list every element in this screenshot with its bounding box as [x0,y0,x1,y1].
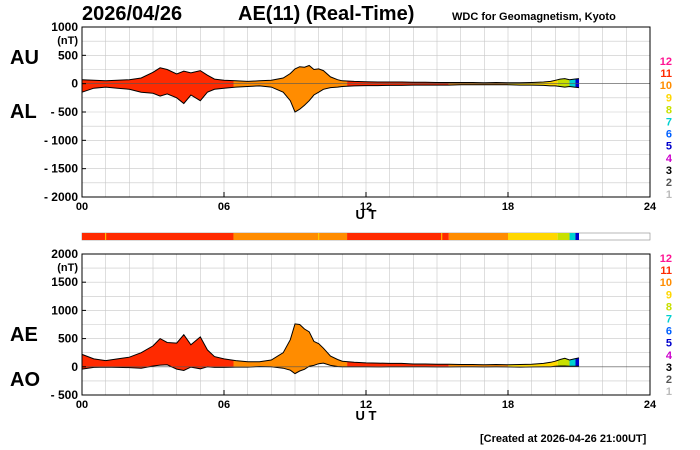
station-bar-segment [448,233,508,240]
station-legend-item: 9 [666,92,672,104]
station-color-bar [81,232,651,241]
x-tick-label: 00 [76,399,88,411]
x-tick-label: 00 [76,201,88,213]
y-tick-label: - 500 [51,105,79,119]
area-fill-segment [557,358,570,367]
station-legend-item: 12 [660,253,672,265]
x-axis-label: U T [356,408,377,423]
station-legend-item: 1 [666,386,672,398]
y-tick-label: 2000 [51,247,78,261]
area-fill-segment [82,334,234,371]
station-legend-item: 3 [666,362,672,374]
y-axis-unit: (nT) [57,262,78,274]
y-tick-label: 1500 [51,275,78,289]
x-tick-label: 06 [218,399,230,411]
created-timestamp: [Created at 2026-04-26 21:00UT] [480,433,647,445]
station-bar-segment [569,233,576,240]
station-legend-item: 10 [660,80,672,92]
station-legend-item: 5 [666,338,672,350]
station-bar-segment [575,233,579,240]
area-fill-segment [569,79,576,88]
x-axis-label: U T [356,207,377,222]
station-legend-item: 12 [660,56,672,68]
y-tick-label: 0 [71,77,78,91]
station-bar-segment [233,233,348,240]
station-legend-item: 4 [666,350,673,362]
area-fill-segment [575,78,579,88]
x-tick-label: 06 [218,201,230,213]
area-fill-segment [233,65,348,112]
area-fill-segment [575,357,579,367]
x-tick-label: 12 [360,201,372,213]
series-line-ae [81,323,580,366]
series-line-al [81,84,580,113]
x-tick-label: 18 [502,201,514,213]
area-fill-segment [569,358,576,367]
station-legend-item: 1 [666,189,672,201]
y-tick-label: 500 [58,332,78,346]
area-fill-segment [347,361,449,367]
station-legend-item: 11 [660,68,672,80]
station-legend-item: 5 [666,141,672,153]
station-legend-item: 2 [666,177,672,189]
panel-label-au: AU [10,47,39,69]
y-tick-label: 1000 [51,20,78,34]
x-tick-label: 12 [360,399,372,411]
series-line-au [81,64,580,84]
panel-label-al: AL [10,101,37,123]
area-fill-segment [233,323,348,374]
index-title: AE(11) (Real-Time) [238,3,415,25]
area-fill-segment [508,360,558,368]
station-legend-item: 8 [666,301,672,313]
station-legend-item: 7 [666,117,672,129]
station-legend-item: 11 [660,265,672,277]
station-legend-item: 6 [666,129,672,141]
panel-label-ae: AE [10,324,38,346]
x-tick-label: 24 [644,201,657,213]
y-axis-unit: (nT) [57,35,78,47]
station-bar-segment [557,233,570,240]
y-tick-label: 500 [58,48,78,62]
station-legend-item: 3 [666,165,672,177]
y-tick-label: - 1500 [44,162,78,176]
y-tick-label: 0 [71,360,78,374]
station-legend-item: 8 [666,104,672,116]
station-bar-segment [82,233,234,240]
area-fill-segment [557,78,570,88]
station-legend-item: 2 [666,374,672,386]
station-bar-segment [347,233,449,240]
institution-label: WDC for Geomagnetism, Kyoto [452,11,616,23]
x-tick-label: 18 [502,399,514,411]
y-tick-label: 1000 [51,303,78,317]
y-tick-label: - 1000 [44,133,78,147]
panel-label-ao: AO [10,369,40,391]
date-title: 2026/04/26 [82,3,183,25]
y-tick-label: - 2000 [44,190,78,204]
chart-panel-1: 1000 500 0 - 500 - 1000 - 1500 - 2000 (nT) 00 06 1… [10,20,673,222]
station-bar-segment [508,233,558,240]
station-legend-item: 7 [666,314,672,326]
station-legend-item: 9 [666,289,672,301]
station-legend-item: 6 [666,326,672,338]
y-tick-label: - 500 [51,388,79,402]
x-tick-label: 24 [644,399,657,411]
station-legend-item: 10 [660,277,672,289]
area-fill-segment [82,67,234,104]
station-legend-item: 4 [666,153,673,165]
